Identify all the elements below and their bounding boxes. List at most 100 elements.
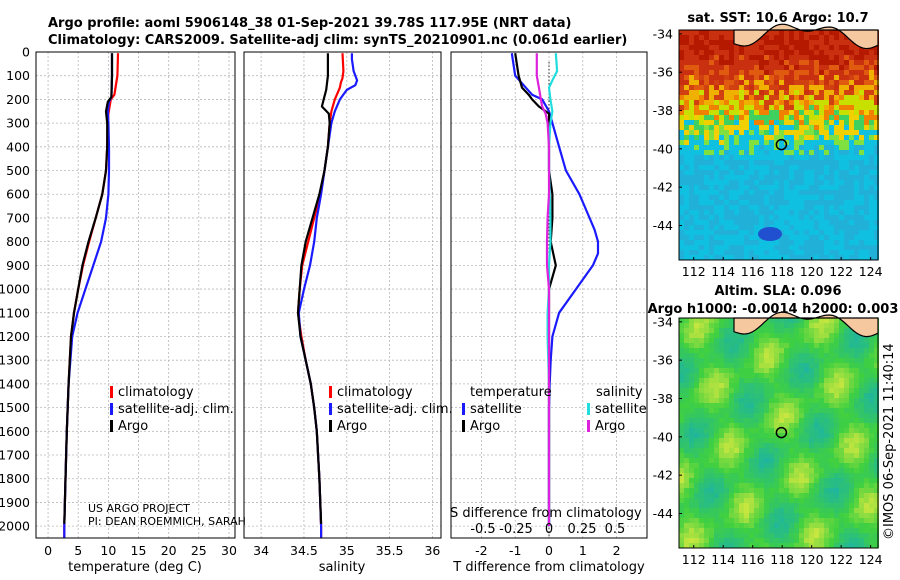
sla-cell bbox=[789, 398, 794, 403]
sst-cell bbox=[814, 65, 819, 70]
sla-cell bbox=[749, 393, 754, 398]
sst-cell bbox=[739, 170, 744, 175]
sst-cell bbox=[799, 35, 804, 40]
sla-cell bbox=[724, 463, 729, 468]
sst-cell bbox=[804, 235, 809, 240]
sst-cell bbox=[799, 125, 804, 130]
sla-cell bbox=[744, 528, 749, 533]
sst-cell bbox=[794, 210, 799, 215]
sst-cell bbox=[724, 255, 729, 260]
sla-cell bbox=[684, 338, 689, 343]
sla-cell bbox=[729, 493, 734, 498]
sst-cell bbox=[829, 50, 834, 55]
sla-cell bbox=[709, 453, 714, 458]
sla-cell bbox=[759, 488, 764, 493]
sla-cell bbox=[739, 373, 744, 378]
sst-cell bbox=[824, 40, 829, 45]
sst-cell bbox=[729, 195, 734, 200]
sst-cell bbox=[769, 245, 774, 250]
sst-cell bbox=[749, 230, 754, 235]
sla-cell bbox=[849, 378, 854, 383]
sla-cell bbox=[869, 338, 874, 343]
sst-cell bbox=[874, 150, 879, 155]
sla-cell bbox=[824, 358, 829, 363]
sla-cell bbox=[679, 493, 684, 498]
sla-cell bbox=[749, 383, 754, 388]
sst-cell bbox=[819, 115, 824, 120]
sst-cell bbox=[829, 250, 834, 255]
legend-label-satellite: satellite-adj. clim. bbox=[337, 402, 453, 417]
sla-cell bbox=[784, 453, 789, 458]
sla-cell bbox=[854, 338, 859, 343]
sla-cell bbox=[764, 393, 769, 398]
sla-cell bbox=[714, 483, 719, 488]
sst-cell bbox=[754, 110, 759, 115]
sst-cell bbox=[859, 210, 864, 215]
sst-cell bbox=[854, 215, 859, 220]
sst-cell bbox=[719, 110, 724, 115]
sla-cell bbox=[734, 508, 739, 513]
sla-cell bbox=[684, 358, 689, 363]
sla-cell bbox=[869, 453, 874, 458]
sst-cell bbox=[759, 215, 764, 220]
sla-cell bbox=[809, 338, 814, 343]
sst-cell bbox=[809, 90, 814, 95]
sst-cell bbox=[854, 150, 859, 155]
sst-cell bbox=[874, 175, 879, 180]
sst-cell bbox=[759, 55, 764, 60]
sst-cell bbox=[759, 240, 764, 245]
sla-cell bbox=[804, 353, 809, 358]
sst-cell bbox=[789, 225, 794, 230]
sst-cell bbox=[839, 180, 844, 185]
sst-cell bbox=[829, 150, 834, 155]
sst-cell bbox=[779, 95, 784, 100]
sst-cell bbox=[784, 110, 789, 115]
sst-cell bbox=[729, 65, 734, 70]
sst-cell bbox=[819, 165, 824, 170]
sla-cell bbox=[704, 413, 709, 418]
sst-cell bbox=[814, 230, 819, 235]
x-tick-label: 10 bbox=[100, 543, 116, 558]
sst-cell bbox=[694, 160, 699, 165]
sst-cell bbox=[809, 190, 814, 195]
sla-cell bbox=[774, 323, 779, 328]
sla-cell bbox=[754, 503, 759, 508]
sst-cell bbox=[764, 115, 769, 120]
sla-cell bbox=[859, 343, 864, 348]
sst-cell bbox=[804, 195, 809, 200]
sla-cell bbox=[809, 488, 814, 493]
sst-cell bbox=[754, 210, 759, 215]
sst-cell bbox=[689, 150, 694, 155]
sla-cell bbox=[709, 513, 714, 518]
sla-cell bbox=[689, 463, 694, 468]
sla-cell bbox=[869, 463, 874, 468]
sla-cell bbox=[849, 473, 854, 478]
sst-cell bbox=[849, 55, 854, 60]
sst-cell bbox=[774, 255, 779, 260]
sst-cell bbox=[699, 190, 704, 195]
sla-cell bbox=[759, 518, 764, 523]
sst-cell bbox=[744, 120, 749, 125]
sst-cell bbox=[744, 225, 749, 230]
sla-cell bbox=[799, 368, 804, 373]
sla-cell bbox=[779, 493, 784, 498]
sst-cell bbox=[714, 55, 719, 60]
sst-cell bbox=[734, 95, 739, 100]
sla-cell bbox=[684, 503, 689, 508]
sst-cell bbox=[679, 245, 684, 250]
sla-cell bbox=[859, 538, 864, 543]
sst-cell bbox=[764, 240, 769, 245]
sst-cell bbox=[824, 175, 829, 180]
sst-cell bbox=[749, 220, 754, 225]
sla-cell bbox=[744, 333, 749, 338]
sla-cell bbox=[729, 413, 734, 418]
sst-cell bbox=[749, 165, 754, 170]
temperature-legend: climatology satellite-adj. clim. Argo bbox=[110, 385, 234, 434]
sla-cell bbox=[829, 368, 834, 373]
sla-cell bbox=[859, 348, 864, 353]
sla-cell bbox=[819, 418, 824, 423]
sla-cell bbox=[829, 493, 834, 498]
sla-cell bbox=[809, 433, 814, 438]
sla-cell bbox=[704, 448, 709, 453]
sst-cell bbox=[824, 65, 829, 70]
